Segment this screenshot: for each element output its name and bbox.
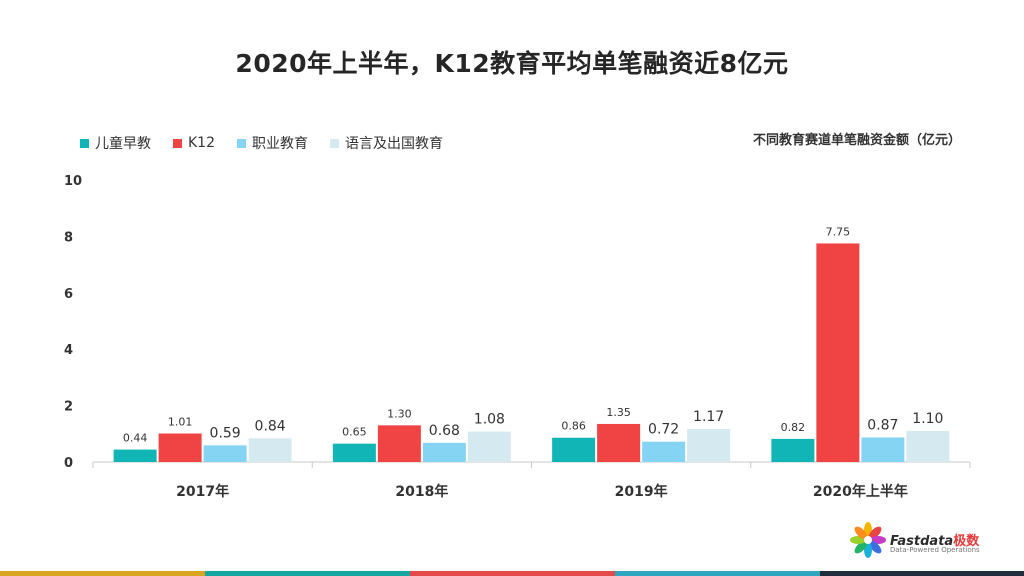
logo-brand: Fastdata xyxy=(890,534,954,549)
x-category-label: 2017年 xyxy=(176,483,229,500)
chart-legend: 儿童早教 K12 职业教育 语言及出国教育 xyxy=(80,133,465,153)
bottom-color-bar xyxy=(0,571,1024,576)
bar xyxy=(422,442,466,462)
data-label: 0.65 xyxy=(342,426,367,439)
data-label: 0.87 xyxy=(867,417,898,433)
x-category-label: 2019年 xyxy=(615,483,668,500)
logo-wordmark: Fastdata极数 xyxy=(890,530,979,549)
bottom-bar-segment xyxy=(820,571,1024,576)
bar xyxy=(203,445,247,462)
bottom-bar-segment xyxy=(615,571,820,576)
data-label: 0.59 xyxy=(210,425,241,441)
legend-swatch-k12 xyxy=(173,138,182,148)
data-label: 1.17 xyxy=(693,409,724,425)
y-tick-label: 10 xyxy=(64,174,82,189)
bar xyxy=(642,441,686,462)
legend-label-early-education: 儿童早教 xyxy=(95,136,151,152)
logo-tagline: Data-Powered Operations xyxy=(890,546,980,554)
data-label: 1.35 xyxy=(606,406,631,419)
bar xyxy=(906,430,950,462)
data-label: 7.75 xyxy=(826,225,851,238)
logo-flower-icon xyxy=(850,522,886,558)
bar xyxy=(377,425,421,462)
x-category-label: 2020年上半年 xyxy=(813,483,908,500)
y-tick-label: 0 xyxy=(64,456,73,471)
bar xyxy=(687,429,731,462)
bar xyxy=(467,431,511,462)
bar xyxy=(332,443,376,462)
bar xyxy=(248,438,292,462)
data-label: 1.10 xyxy=(912,411,943,427)
bar xyxy=(861,437,905,462)
fastdata-logo: Fastdata极数 Data-Powered Operations xyxy=(846,518,996,562)
bar xyxy=(113,449,157,462)
data-label: 1.30 xyxy=(387,407,412,420)
legend-swatch-vocational xyxy=(237,138,246,148)
bar xyxy=(816,243,860,462)
legend-label-vocational: 职业教育 xyxy=(252,136,308,152)
legend-item-vocational: 职业教育 xyxy=(237,133,308,153)
legend-item-k12: K12 xyxy=(173,135,215,151)
data-label: 0.44 xyxy=(123,432,148,445)
y-tick-label: 2 xyxy=(64,400,73,415)
bar xyxy=(597,423,641,462)
bottom-bar-segment xyxy=(205,571,410,576)
x-category-label: 2018年 xyxy=(395,483,448,500)
data-label: 0.86 xyxy=(561,420,586,433)
page-title: 2020年上半年，K12教育平均单笔融资近8亿元 xyxy=(235,49,789,78)
data-label: 0.68 xyxy=(429,423,460,439)
data-label: 0.82 xyxy=(781,421,806,434)
bar xyxy=(158,433,202,462)
legend-item-language: 语言及出国教育 xyxy=(330,133,443,153)
legend-label-language: 语言及出国教育 xyxy=(345,136,443,152)
bottom-bar-segment xyxy=(0,571,205,576)
legend-swatch-language xyxy=(330,138,339,148)
bottom-bar-segment xyxy=(410,571,615,576)
data-label: 1.08 xyxy=(474,412,505,428)
bar xyxy=(771,438,815,462)
y-tick-label: 8 xyxy=(64,230,73,245)
data-label: 1.01 xyxy=(168,416,193,429)
y-tick-label: 4 xyxy=(64,343,73,358)
legend-swatch-early-education xyxy=(80,138,89,148)
y-tick-label: 6 xyxy=(64,287,73,302)
legend-item-early-education: 儿童早教 xyxy=(80,133,151,153)
legend-label-k12: K12 xyxy=(188,135,215,151)
logo-brand-cn: 极数 xyxy=(953,534,980,549)
bar xyxy=(552,437,596,462)
data-label: 0.84 xyxy=(255,418,286,434)
data-label: 0.72 xyxy=(648,422,679,438)
chart-subtitle: 不同教育赛道单笔融资金额（亿元） xyxy=(752,133,961,148)
